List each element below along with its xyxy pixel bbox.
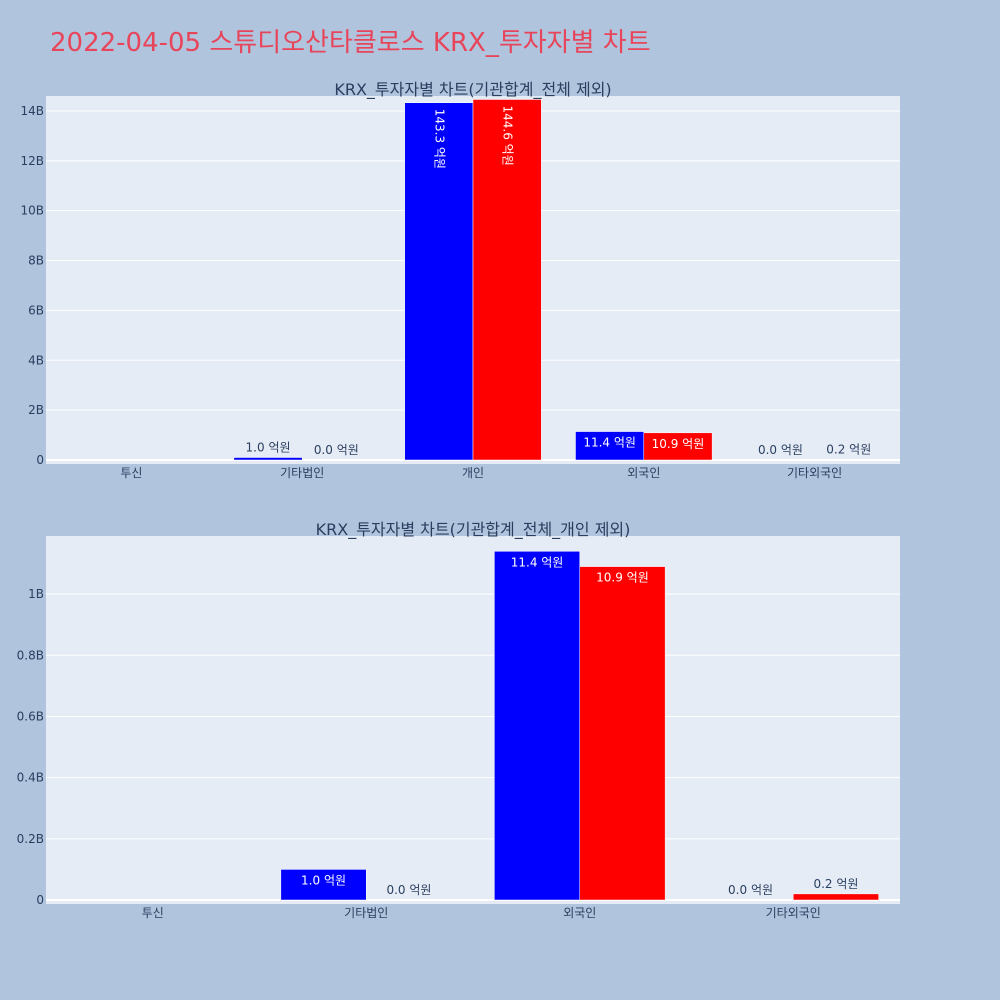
- x-tick-label: 투신: [142, 906, 164, 920]
- data-label: 1.0 억원: [246, 441, 291, 455]
- y-tick-label: 4B: [28, 353, 44, 367]
- y-tick-label: 1B: [28, 587, 44, 601]
- plot-area: [46, 536, 900, 904]
- x-tick-label: 외국인: [563, 906, 596, 920]
- y-tick-label: 2B: [28, 403, 44, 417]
- chart-title: KRX_투자자별 차트(기관합계_전체_개인 제외): [316, 520, 631, 540]
- y-tick-label: 8B: [28, 254, 44, 268]
- data-label: 10.9 억원: [596, 571, 649, 585]
- bar: [575, 431, 645, 461]
- bar: [472, 99, 542, 461]
- bar: [280, 869, 367, 901]
- page-title: 2022-04-05 스튜디오산타클로스 KRX_투자자별 차트: [50, 28, 651, 58]
- data-label: 144.6 억원: [501, 105, 515, 165]
- x-tick-label: 외국인: [627, 466, 660, 480]
- y-tick-label: 10B: [20, 204, 44, 218]
- data-label: 0.0 억원: [728, 883, 773, 897]
- y-tick-label: 12B: [20, 154, 44, 168]
- data-label: 143.3 억원: [432, 109, 446, 169]
- chart-1: 0 2B 4B 6B 8B 10B 12B 14B KRX_투자자별 차트(기관합계_전체 제외…: [20, 80, 900, 480]
- data-label: 0.0 억원: [386, 883, 431, 897]
- bar: [233, 457, 303, 461]
- x-tick-label: 개인: [462, 466, 484, 480]
- bar: [793, 893, 879, 901]
- x-tick-label: 기타법인: [344, 906, 388, 920]
- chart-2: 0 0.2B 0.4B 0.6B 0.8B 1B KRX_투자자별 차트(기관합계_전체_개…: [17, 520, 900, 920]
- x-tick-label: 투신: [120, 466, 142, 480]
- bar: [494, 551, 581, 901]
- y-tick-label: 0.6B: [17, 709, 44, 723]
- bar: [643, 432, 713, 461]
- x-tick-label: 기타외국인: [766, 906, 821, 920]
- y-tick-label: 14B: [20, 104, 44, 118]
- chart-title: KRX_투자자별 차트(기관합계_전체 제외): [334, 80, 611, 100]
- bar: [404, 102, 474, 461]
- data-label: 10.9 억원: [652, 437, 705, 451]
- x-tick-label: 기타외국인: [787, 466, 842, 480]
- x-tick-label: 기타법인: [280, 466, 324, 480]
- y-tick-label: 0.2B: [17, 832, 44, 846]
- y-tick-label: 0.8B: [17, 648, 44, 662]
- data-label: 0.2 억원: [813, 877, 858, 891]
- data-label: 0.0 억원: [314, 443, 359, 457]
- y-tick-label: 0.4B: [17, 771, 44, 785]
- data-label: 11.4 억원: [583, 436, 636, 450]
- y-tick-label: 0: [36, 893, 44, 907]
- data-label: 0.2 억원: [826, 443, 871, 457]
- data-label: 11.4 억원: [511, 555, 564, 569]
- y-tick-label: 0: [36, 453, 44, 467]
- data-label: 0.0 억원: [758, 443, 803, 457]
- y-tick-label: 6B: [28, 303, 44, 317]
- data-label: 1.0 억원: [301, 873, 346, 887]
- bar: [579, 566, 666, 901]
